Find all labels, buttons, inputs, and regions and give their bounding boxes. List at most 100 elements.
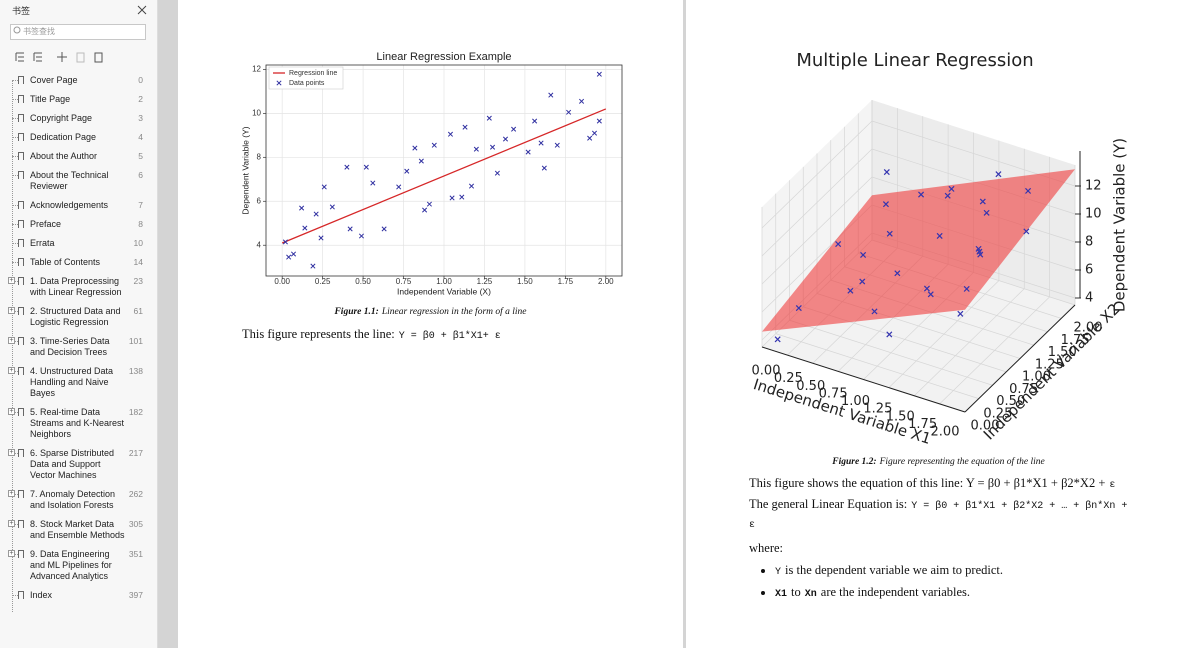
data-point	[983, 209, 990, 216]
bookmark[interactable]: About the Technical Reviewer 6	[0, 167, 158, 197]
code: X1	[775, 589, 788, 600]
panel-title: 书签	[12, 6, 31, 16]
y-tick-label: 2.00	[1074, 321, 1103, 336]
y-tick-label: 8	[257, 152, 262, 161]
x-tick-label: 0.00	[752, 364, 781, 379]
expand-toggle[interactable]: +	[8, 307, 15, 314]
bookmark[interactable]: +2. Structured Data and Logistic Regress…	[0, 303, 158, 333]
text: is the dependent variable we aim to pred…	[785, 563, 1003, 577]
legend-box	[268, 66, 344, 90]
axis-line	[761, 346, 966, 413]
bookmark-page: 138	[128, 366, 143, 376]
tree-branch	[12, 243, 18, 244]
bookmark-page: 182	[128, 407, 143, 417]
collapse-all[interactable]	[33, 52, 42, 62]
x-tick-label: 1.75	[558, 277, 574, 286]
code: Y = β0 + β1*X1+ ε	[398, 331, 501, 342]
data-point	[431, 142, 437, 148]
expand-toggle[interactable]: +	[8, 520, 15, 527]
expand-toggle[interactable]: +	[8, 490, 15, 497]
y-tick-label: 0.25	[983, 406, 1012, 421]
expand-toggle[interactable]: +	[8, 408, 15, 415]
z-axis-label: Dependent Variable (Y)	[1111, 138, 1129, 312]
bookmark-page: 14	[133, 257, 143, 267]
bookmark-page: 4	[138, 132, 143, 142]
bookmark[interactable]: Index 397	[0, 587, 158, 606]
tree-branch	[12, 80, 18, 81]
paragraph: The general Linear Equation is: Y = β0 + …	[749, 496, 1139, 534]
bookmark[interactable]: Acknowledgements 7	[0, 197, 158, 216]
bookmark[interactable]: +7. Anomaly Detection and Isolation Fore…	[0, 486, 158, 516]
add-bookmark[interactable]	[57, 52, 67, 62]
x-tick-label: 0.25	[315, 277, 331, 286]
paragraph: This figure shows the equation of this l…	[749, 475, 1139, 494]
gutter	[158, 0, 178, 648]
y-tick-label: 4	[257, 240, 262, 249]
bookmark-page: 305	[128, 519, 143, 529]
data-point	[948, 185, 955, 192]
grid-line	[775, 333, 979, 399]
data-point	[449, 195, 455, 201]
bookmark-icon	[18, 76, 24, 84]
data-point	[468, 183, 475, 189]
bookmark-page: 262	[128, 489, 143, 499]
bookmark-label: Title Page	[30, 94, 71, 104]
bookmark-page: 8	[138, 219, 143, 229]
bookmark-label: Cover Page	[30, 75, 78, 85]
bookmark-label: 5. Real-time Data Streams and K-Nearest …	[30, 407, 125, 439]
text: This figure shows the equation of this l…	[749, 476, 1106, 490]
data-point	[538, 140, 544, 146]
delete[interactable]	[94, 52, 103, 63]
data-point	[486, 115, 492, 121]
tree-branch	[12, 118, 18, 119]
bookmark[interactable]: +1. Data Preprocessing with Linear Regre…	[0, 273, 158, 303]
bookmark[interactable]: Preface 8	[0, 216, 158, 235]
bookmark[interactable]: Table of Contents 14	[0, 254, 158, 273]
bookmark[interactable]: +5. Real-time Data Streams and K-Nearest…	[0, 404, 158, 445]
bookmark[interactable]: Dedication Page 4	[0, 129, 158, 148]
bookmark[interactable]: Title Page 2	[0, 91, 158, 110]
data-point	[347, 226, 353, 232]
body-text: This figure represents the line: Y = β0 +…	[242, 326, 662, 347]
bookmark[interactable]: +8. Stock Market Data and Ensemble Metho…	[0, 516, 158, 546]
page-separator	[683, 0, 686, 648]
caption-text: Figure representing the equation of the …	[879, 457, 1045, 467]
text: This figure represents the line:	[242, 327, 395, 341]
bookmark[interactable]: About the Author 5	[0, 148, 158, 167]
data-point	[596, 71, 602, 77]
data-point	[566, 109, 572, 115]
text: The general Linear Equation is:	[749, 497, 908, 511]
bookmark[interactable]: Cover Page 0	[0, 72, 158, 91]
bookmark-icon	[18, 277, 24, 285]
search-placeholder: 书签查找	[23, 27, 55, 36]
bookmark[interactable]: +9. Data Engineering and ML Pipelines fo…	[0, 546, 158, 587]
expand-toggle[interactable]: +	[8, 337, 15, 344]
bookmark[interactable]: +6. Sparse Distributed Data and Support …	[0, 445, 158, 486]
bookmark-page: 6	[138, 170, 143, 180]
expand-all[interactable]	[15, 52, 24, 62]
bookmark-icon	[18, 171, 24, 179]
expand-toggle[interactable]: +	[8, 367, 15, 374]
expand-toggle[interactable]: +	[8, 550, 15, 557]
grid-line	[761, 176, 873, 285]
delete-disabled[interactable]	[76, 52, 85, 63]
expand-toggle[interactable]: +	[8, 449, 15, 456]
search-box[interactable]: 书签查找	[10, 24, 146, 40]
tree-branch	[12, 156, 18, 157]
tree-branch	[12, 175, 18, 176]
bookmark[interactable]: Errata 10	[0, 235, 158, 254]
bookmark[interactable]: Copyright Page 3	[0, 110, 158, 129]
y-tick-label: 0.75	[1009, 382, 1038, 397]
bookmark-icon	[18, 550, 24, 558]
grid-line	[761, 120, 873, 229]
bookmark-label: Index	[30, 590, 53, 600]
expand-toggle[interactable]: +	[8, 277, 15, 284]
x-tick-label: 0.75	[396, 277, 412, 286]
data-point	[871, 308, 878, 315]
bookmark[interactable]: +3. Time-Series Data and Decision Trees 1…	[0, 333, 158, 363]
data-point	[882, 201, 889, 208]
bookmark-icon	[18, 367, 24, 375]
bookmark-label: 2. Structured Data and Logistic Regressi…	[30, 306, 121, 327]
bookmark[interactable]: +4. Unstructured Data Handling and Naive…	[0, 363, 158, 404]
close-button[interactable]	[137, 5, 147, 15]
